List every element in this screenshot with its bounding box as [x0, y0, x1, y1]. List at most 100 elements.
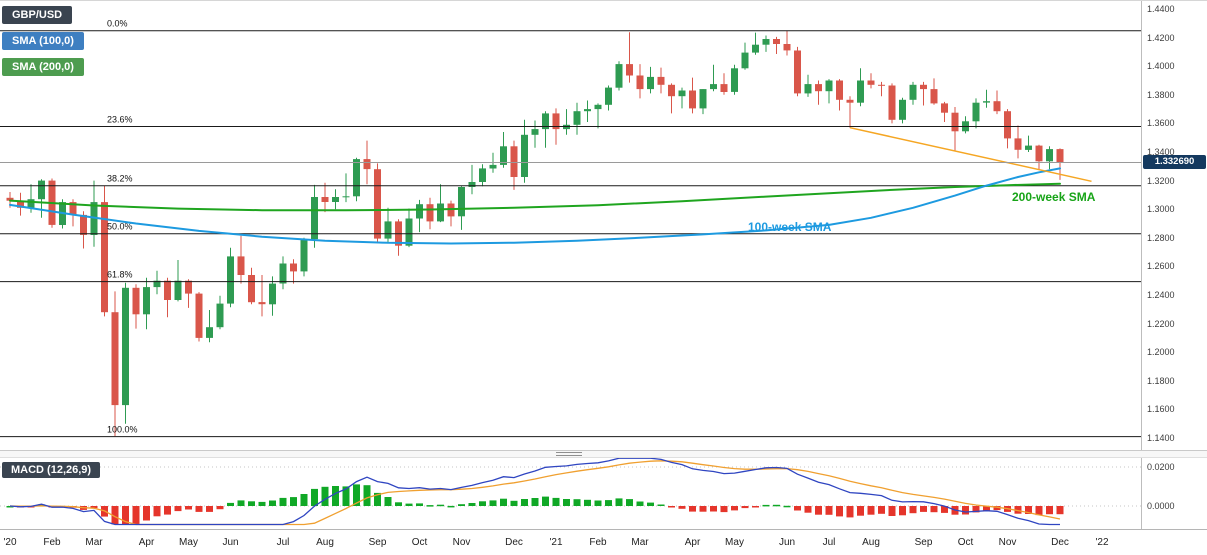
candle-body: [185, 280, 192, 294]
candle-body: [489, 164, 497, 169]
macd-histogram-bar: [321, 486, 329, 506]
macd-histogram-bar: [668, 506, 675, 508]
symbol-legend[interactable]: GBP/USD: [2, 6, 73, 24]
time-axis-label: Mar: [631, 537, 649, 548]
candle-body: [710, 84, 717, 90]
macd-histogram-bar: [920, 506, 927, 512]
candle-body: [993, 101, 1001, 112]
candle-body: [804, 84, 812, 94]
macd-histogram-bar: [605, 500, 612, 506]
price-chart-canvas[interactable]: 0.0% 23.6% 38.2% 50.0% 61.8% 100.0%: [0, 1, 1141, 451]
candle-body: [836, 80, 843, 100]
macd-histogram-bar: [279, 497, 287, 506]
candle-body: [668, 84, 675, 97]
price-axis-label: 1.4400: [1147, 4, 1175, 14]
candle-body: [909, 84, 917, 100]
price-axis-label: 1.2200: [1147, 318, 1175, 329]
candle-body: [594, 104, 602, 110]
candle-body: [153, 280, 161, 288]
candle-body: [279, 263, 287, 284]
macd-histogram-bar: [405, 503, 413, 506]
macd-histogram-bar: [720, 506, 728, 513]
pane-resize-handle[interactable]: [556, 452, 582, 457]
candle-body: [1035, 145, 1043, 162]
candle-body: [111, 312, 119, 406]
price-axis[interactable]: 1.332690 1.4400 1.4200 1.4000 1.3800 1.3600 1…: [1141, 1, 1207, 529]
fib-level-label: 0.0%: [107, 19, 128, 29]
macd-histogram-bar: [846, 506, 854, 518]
macd-histogram-bar: [269, 500, 276, 506]
candle-body: [857, 80, 864, 103]
macd-histogram-bar: [479, 501, 486, 506]
macd-histogram-bar: [227, 502, 234, 506]
macd-axis-label: 0.0000: [1147, 501, 1175, 511]
macd-line: [9, 458, 1060, 526]
macd-histogram-bar: [185, 506, 192, 510]
macd-chart-canvas[interactable]: [0, 458, 1141, 529]
macd-histogram-bar: [384, 497, 392, 506]
sma100-legend[interactable]: SMA (100,0): [2, 32, 84, 50]
price-axis-label: 1.3800: [1147, 89, 1175, 100]
macd-histogram-bar: [584, 499, 591, 506]
time-axis-label: Jul: [276, 537, 290, 548]
candle-body: [1014, 138, 1022, 150]
macd-histogram-bar: [836, 506, 843, 517]
candle-body: [573, 111, 581, 125]
macd-histogram-bar: [468, 503, 476, 506]
pane-splitter: [0, 450, 1207, 458]
macd-histogram-bar: [867, 506, 875, 515]
time-axis[interactable]: '20 Feb Mar Apr May Jun Jul Aug Sep Oct Nov Dec '21 F…: [0, 529, 1207, 555]
macd-histogram-bar: [395, 502, 402, 506]
sma200-legend[interactable]: SMA (200,0): [2, 58, 84, 76]
macd-histogram-bar: [647, 502, 654, 506]
price-axis-label: 1.2000: [1147, 347, 1175, 358]
macd-histogram-bar: [1014, 506, 1022, 514]
time-axis-label: Jul: [822, 537, 836, 548]
macd-histogram-bar: [636, 501, 644, 506]
macd-histogram-bar: [6, 506, 14, 508]
macd-axis-label: 0.0200: [1147, 462, 1175, 472]
price-pane[interactable]: 0.0% 23.6% 38.2% 50.0% 61.8% 100.0% GBP/USD S…: [0, 1, 1141, 451]
price-axis-label: 1.2400: [1147, 290, 1175, 300]
candle-body: [762, 39, 770, 45]
descending-trendline: [849, 126, 1092, 183]
time-axis-label: May: [179, 537, 198, 548]
candle-body: [626, 64, 633, 76]
macd-histogram-bar: [626, 499, 633, 506]
macd-histogram-bar: [909, 506, 917, 514]
macd-histogram-bar: [447, 505, 455, 508]
candle-body: [426, 204, 434, 222]
macd-histogram-bar: [741, 506, 749, 509]
time-axis-label: Feb: [43, 537, 61, 548]
candle-body: [248, 275, 255, 303]
candle-body: [531, 129, 539, 135]
candle-body: [374, 169, 381, 239]
macd-histogram-bar: [930, 506, 938, 513]
macd-histogram-bar: [710, 506, 717, 512]
candle-body: [405, 218, 413, 246]
macd-histogram-bar: [90, 506, 98, 509]
macd-histogram-bar: [573, 499, 581, 506]
macd-histogram-bar: [132, 506, 140, 525]
fib-level-label: 61.8%: [107, 270, 133, 280]
macd-histogram-bar: [563, 499, 570, 506]
candle-body: [17, 200, 24, 208]
candle-body: [290, 263, 297, 272]
time-axis-label: Aug: [862, 537, 880, 548]
macd-histogram-bar: [143, 506, 150, 521]
macd-histogram-bar: [311, 488, 318, 506]
candle-body: [521, 134, 528, 177]
candle-body: [636, 75, 644, 90]
candle-body: [27, 199, 35, 208]
macd-histogram-bar: [773, 504, 780, 507]
macd-pane[interactable]: MACD (12,26,9): [0, 458, 1141, 529]
candle-body: [216, 303, 224, 328]
time-axis-label: Sep: [914, 537, 933, 548]
candle-body: [164, 280, 171, 300]
candle-body: [552, 113, 560, 130]
price-axis-label: 1.3000: [1147, 204, 1175, 215]
macd-histogram-bar: [657, 504, 665, 506]
candle-body: [605, 87, 612, 105]
macd-legend[interactable]: MACD (12,26,9): [2, 462, 101, 478]
